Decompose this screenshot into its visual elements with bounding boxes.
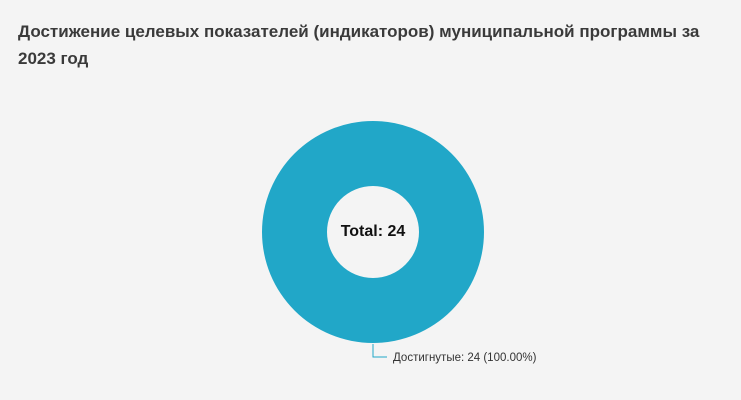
slice-labels-group: Достигнутые: 24 (100.00%): [372, 344, 537, 364]
donut-center-total: Total: 24: [341, 223, 406, 240]
slices-group: [262, 121, 484, 343]
donut-slice-0[interactable]: [262, 121, 484, 343]
slice-leader-line-0: [372, 344, 387, 358]
chart-title: Достижение целевых показателей (индикато…: [18, 22, 700, 68]
slice-label-0: Достигнутые: 24 (100.00%): [393, 352, 537, 364]
